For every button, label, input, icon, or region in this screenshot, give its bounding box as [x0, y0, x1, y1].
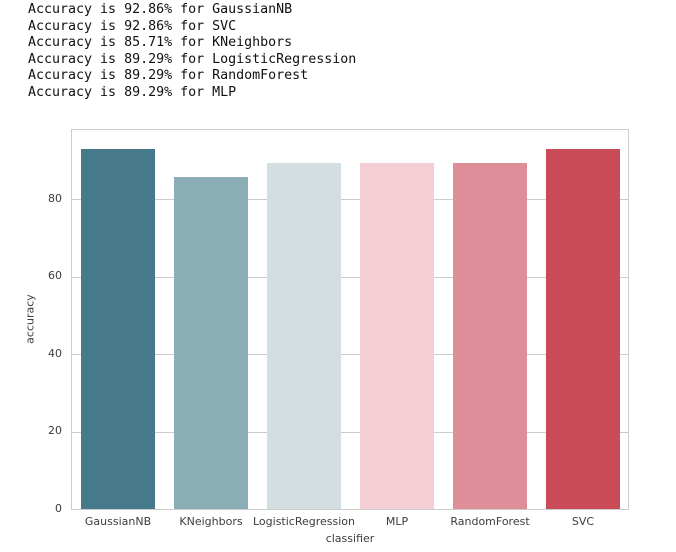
y-tick-label: 60: [48, 269, 62, 282]
bar-gaussiannb: [81, 149, 155, 509]
console-output: Accuracy is 92.86% for GaussianNB Accurac…: [28, 2, 356, 102]
bar-randomforest: [453, 162, 527, 509]
console-line: Accuracy is 89.29% for RandomForest: [28, 68, 309, 84]
y-axis-label: accuracy: [23, 294, 37, 344]
x-tick-label: SVC: [571, 515, 595, 528]
y-tick-label: 0: [55, 502, 62, 515]
x-tick-label: RandomForest: [450, 515, 530, 528]
console-line: Accuracy is 89.29% for MLP: [28, 84, 237, 100]
console-line: Accuracy is 85.71% for KNeighbors: [28, 35, 293, 51]
x-tick-label: LogisticRegression: [252, 515, 356, 528]
x-tick-label: GaussianNB: [84, 515, 152, 528]
x-tick-label: MLP: [385, 515, 409, 528]
y-tick-label: 20: [48, 424, 62, 437]
gridline: [72, 198, 628, 200]
bar-mlp: [360, 162, 434, 509]
bar-logisticregression: [267, 162, 341, 509]
console-line: Accuracy is 92.86% for SVC: [28, 18, 237, 34]
gridline: [72, 431, 628, 433]
x-axis-label: classifier: [325, 532, 375, 545]
console-line: Accuracy is 92.86% for GaussianNB: [28, 2, 293, 17]
y-tick-label: 40: [48, 347, 62, 360]
y-tick-label: 80: [48, 192, 62, 205]
console-line: Accuracy is 89.29% for LogisticRegressio…: [28, 51, 357, 67]
x-tick-label: KNeighbors: [179, 515, 243, 528]
gridline: [72, 354, 628, 355]
bar-kneighbors: [174, 176, 248, 509]
bar-svc: [546, 149, 620, 509]
gridline: [72, 276, 628, 278]
plot-area: [71, 129, 629, 510]
